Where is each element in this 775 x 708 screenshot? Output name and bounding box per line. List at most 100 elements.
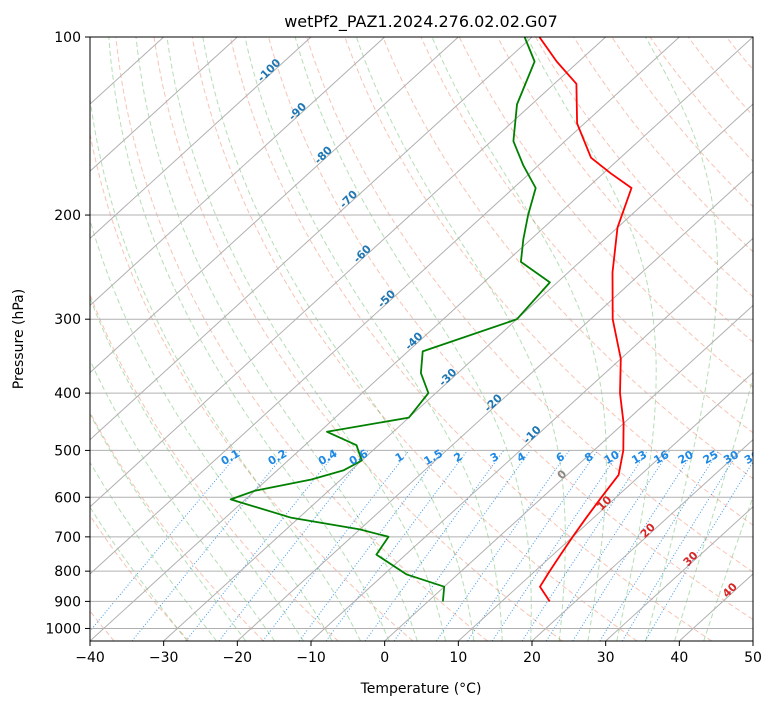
- isotherm-line: [90, 37, 680, 575]
- x-tick-label: −20: [223, 650, 253, 666]
- temperature-line-label: 10: [594, 493, 614, 513]
- mixing-ratio-line: [325, 450, 468, 641]
- x-tick-label: 30: [597, 650, 615, 666]
- dry-adiabat-line: [344, 37, 753, 526]
- moist-adiabat-line: [674, 376, 753, 641]
- dry-adiabat-line: [90, 131, 414, 641]
- x-tick-label: 0: [380, 650, 389, 666]
- mixing-ratio-label: 3: [488, 450, 501, 465]
- y-tick-label: 200: [54, 208, 81, 224]
- mixing-ratio-line: [185, 450, 338, 641]
- moist-adiabat-line: [166, 37, 447, 641]
- temperature-line-label: 20: [638, 520, 658, 540]
- moist-adiabat-line: [244, 37, 503, 641]
- y-tick-label: 300: [54, 312, 81, 328]
- chart-title: wetPf2_PAZ1.2024.276.02.02.G07: [284, 12, 558, 32]
- moist-adiabat-line: [703, 495, 753, 641]
- isotherm-line: [457, 371, 753, 641]
- dewpoint-profile-line: [229, 37, 551, 602]
- isotherm-label: -80: [312, 143, 335, 166]
- dry-adiabat-line: [268, 37, 753, 621]
- isotherm-label: -70: [337, 188, 360, 211]
- mixing-ratio-line: [572, 450, 695, 641]
- y-axis-label: Pressure (hPa): [11, 289, 27, 389]
- isotherm-label: -50: [375, 287, 398, 310]
- moist-adiabat-line: [90, 218, 333, 641]
- dry-adiabat-line: [115, 37, 488, 641]
- dry-adiabat-line: [726, 37, 753, 71]
- mixing-ratio-line: [521, 450, 649, 641]
- dry-adiabat-line: [611, 37, 753, 208]
- isotherm-line: [605, 506, 753, 641]
- y-axis: 100 200 300 400 500 600 700 800 900 1000: [45, 30, 90, 637]
- isotherm-label: -90: [286, 100, 309, 123]
- isotherm-line: [163, 103, 753, 641]
- isotherm-line: [90, 37, 459, 374]
- mixing-ratio-label: 8: [582, 450, 595, 465]
- mixing-ratio-label: 4: [515, 450, 528, 465]
- isotherm-label: -40: [402, 329, 425, 352]
- dry-adiabat-line: [90, 514, 190, 641]
- isotherm-label: -30: [436, 366, 459, 389]
- isotherm-line: [90, 37, 533, 441]
- moist-adiabat-line: [202, 37, 475, 641]
- moist-adiabat-line: [90, 359, 276, 641]
- dry-adiabat-line: [687, 37, 753, 117]
- isotherm-line: [90, 37, 753, 641]
- isotherm-line: [90, 37, 607, 508]
- y-tick-label: 900: [54, 594, 81, 610]
- isotherm-line: [90, 37, 238, 172]
- mixing-ratio-label: 36: [742, 448, 762, 467]
- dry-adiabat-line: [496, 37, 753, 343]
- mixing-ratio-label: 6: [554, 450, 567, 465]
- mixing-ratio-line: [393, 450, 531, 641]
- isotherm-line: [236, 170, 753, 641]
- plot-frame: [89, 36, 754, 642]
- mixing-ratio-line: [599, 450, 720, 641]
- moist-adiabat-line: [90, 94, 362, 641]
- moist-adiabat-line: [90, 412, 247, 641]
- isotherm-line: [310, 237, 753, 641]
- x-tick-label: 40: [670, 650, 688, 666]
- mixing-ratio-line: [621, 450, 740, 641]
- isotherm-line: [752, 640, 753, 641]
- gridlines: [90, 37, 753, 641]
- isotherm-label: -10: [521, 423, 544, 446]
- y-tick-label: 400: [54, 386, 81, 402]
- moist-adiabat-line: [90, 296, 304, 641]
- isotherm-line: [384, 304, 753, 641]
- x-tick-label: −40: [75, 650, 105, 666]
- moist-adiabat-line: [431, 37, 607, 641]
- y-tick-label: 100: [54, 30, 81, 46]
- moist-adiabat-line: [90, 461, 217, 641]
- moist-adiabat-line: [90, 506, 188, 641]
- isotherm-line: [90, 37, 386, 307]
- y-tick-label: 800: [54, 564, 81, 580]
- dry-adiabat-line: [458, 37, 753, 388]
- moist-adiabat-line: [645, 37, 718, 641]
- dry-adiabat-line: [649, 37, 753, 162]
- dry-adiabat-line: [535, 37, 753, 298]
- mixing-ratio-line: [364, 450, 505, 641]
- y-tick-label: 500: [54, 443, 81, 459]
- x-axis: −40 −30 −20 −10 0 10 20 30 40 50: [75, 641, 762, 666]
- x-tick-label: −30: [149, 650, 179, 666]
- isotherm-label: -100: [255, 56, 284, 85]
- mixing-ratio-line: [131, 450, 288, 641]
- moist-adiabat-line: [526, 37, 657, 641]
- dry-adiabat-line: [191, 37, 638, 641]
- profile-series: [229, 37, 633, 602]
- temperature-profile-line: [538, 37, 633, 602]
- mixing-ratio-line: [90, 450, 242, 632]
- x-tick-label: −10: [296, 650, 326, 666]
- temperature-line-label: 40: [720, 580, 740, 600]
- dry-adiabat-line: [90, 411, 264, 641]
- isotherm-label: -60: [351, 242, 374, 265]
- moist-adiabat-line: [108, 37, 390, 641]
- dry-adiabat-line: [90, 293, 339, 641]
- dry-adiabat-line: [229, 37, 712, 641]
- isotherm-line: [90, 37, 312, 240]
- x-tick-label: 10: [449, 650, 467, 666]
- mixing-ratio-line: [262, 450, 410, 641]
